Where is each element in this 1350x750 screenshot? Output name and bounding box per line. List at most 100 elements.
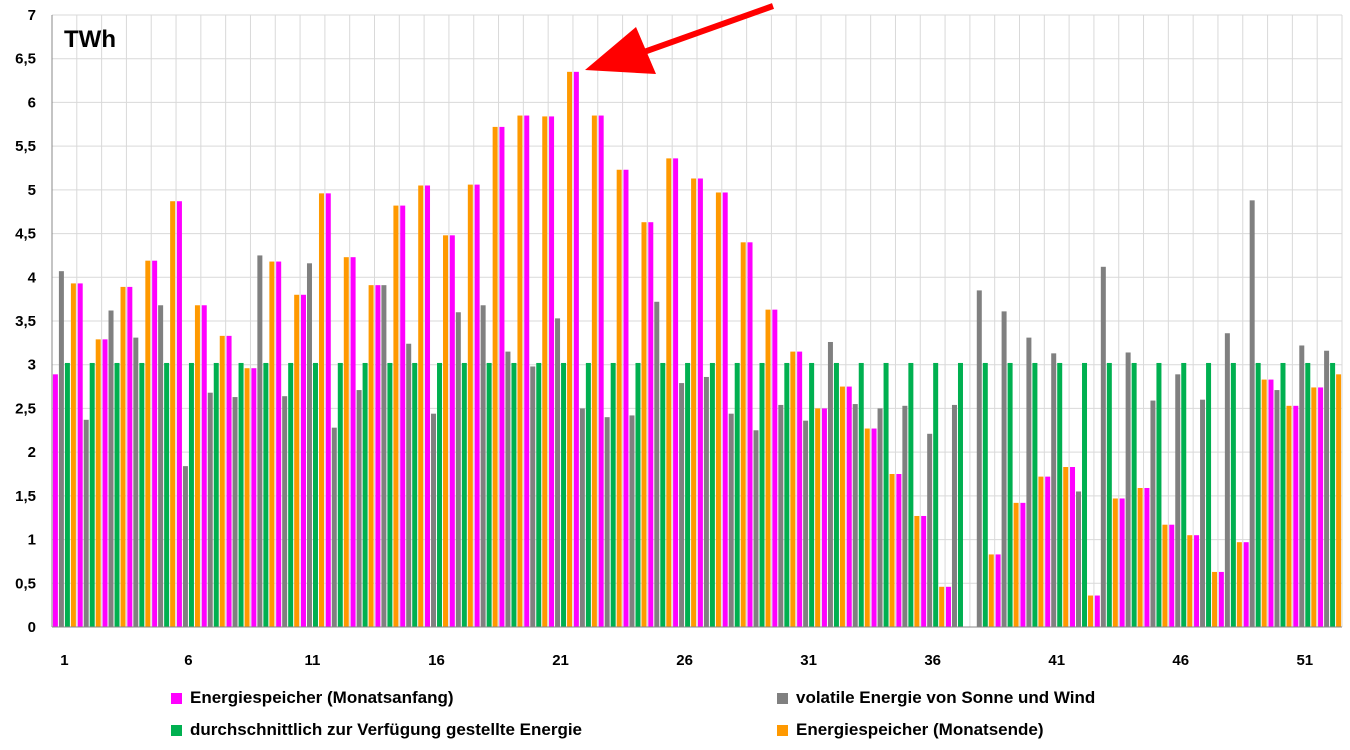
bar: [976, 290, 982, 627]
bar: [312, 362, 318, 627]
bar: [486, 362, 492, 627]
bar: [697, 178, 703, 627]
bar: [728, 413, 734, 627]
bar: [1063, 467, 1069, 627]
bar: [1280, 362, 1286, 627]
bar: [1094, 595, 1100, 627]
bar: [362, 362, 368, 627]
y-tick-label: 2,5: [15, 400, 36, 417]
bar: [1311, 387, 1317, 627]
bar: [740, 242, 746, 628]
bar: [951, 404, 957, 627]
bar: [102, 339, 108, 627]
bar: [437, 362, 443, 627]
x-tick-label: 46: [1172, 652, 1189, 669]
bar: [1243, 542, 1249, 627]
bar: [815, 408, 821, 627]
bar: [64, 362, 70, 627]
y-tick-label: 2: [28, 444, 36, 461]
bar: [1212, 571, 1218, 627]
bar: [1194, 535, 1200, 627]
bar: [182, 466, 188, 627]
bar: [567, 71, 573, 628]
bar: [467, 184, 473, 627]
bar: [375, 285, 381, 627]
bar: [139, 362, 145, 627]
bar: [1318, 387, 1324, 627]
bar: [722, 192, 728, 628]
bar: [461, 362, 467, 627]
bar: [573, 71, 579, 628]
bar: [604, 417, 610, 627]
bar: [821, 408, 827, 627]
bar: [591, 115, 597, 628]
x-tick-label: 41: [1048, 652, 1065, 669]
bar: [1032, 362, 1038, 627]
bar: [176, 201, 182, 628]
bar: [616, 169, 622, 627]
bar: [660, 362, 666, 627]
bar: [58, 271, 64, 627]
bar: [1175, 374, 1181, 627]
bar: [443, 235, 449, 627]
bar: [995, 554, 1001, 627]
x-tick-label: 51: [1296, 652, 1313, 669]
bar: [269, 261, 275, 627]
bar: [839, 386, 845, 627]
bar: [542, 116, 548, 627]
bar: [318, 193, 324, 627]
bar: [933, 362, 939, 627]
bar: [89, 362, 95, 627]
bar: [306, 263, 312, 627]
bar: [1230, 362, 1236, 627]
arrow-shaft: [628, 3, 775, 60]
bar: [753, 430, 759, 627]
bar: [219, 335, 225, 627]
bar: [1020, 502, 1026, 627]
bar: [1100, 266, 1106, 627]
bar: [480, 305, 486, 627]
bar: [877, 408, 883, 627]
bar: [257, 255, 263, 627]
bar: [1261, 379, 1267, 627]
bars: [52, 71, 1342, 628]
bar: [846, 386, 852, 627]
bar: [585, 362, 591, 627]
bar: [1200, 399, 1206, 627]
bar: [641, 222, 647, 627]
bar: [1137, 487, 1143, 627]
bar: [251, 368, 257, 627]
bar: [1082, 362, 1088, 627]
bar: [368, 285, 374, 627]
x-tick-label: 6: [184, 652, 192, 669]
bar: [1249, 200, 1255, 627]
bar: [908, 362, 914, 627]
bar: [598, 115, 604, 628]
bar: [431, 413, 437, 627]
bar: [1013, 502, 1019, 627]
bar: [1076, 491, 1082, 627]
bar: [350, 257, 356, 627]
bar: [747, 242, 753, 628]
bar: [492, 126, 498, 627]
bar: [232, 397, 238, 627]
bar: [536, 362, 542, 627]
bar: [765, 309, 771, 627]
bar: [152, 260, 158, 627]
bar: [579, 408, 585, 627]
bar: [1330, 362, 1336, 627]
annotation-arrow: [585, 3, 775, 74]
bar: [120, 286, 126, 627]
bar: [654, 301, 660, 627]
bar: [784, 362, 790, 627]
bar: [635, 362, 641, 627]
y-tick-label: 7: [28, 7, 36, 24]
bar: [70, 283, 76, 627]
bar: [418, 185, 424, 627]
bar: [164, 362, 170, 627]
y-tick-label: 0,5: [15, 575, 36, 592]
bar: [623, 169, 629, 627]
x-tick-label: 11: [305, 652, 321, 669]
bar: [833, 362, 839, 627]
